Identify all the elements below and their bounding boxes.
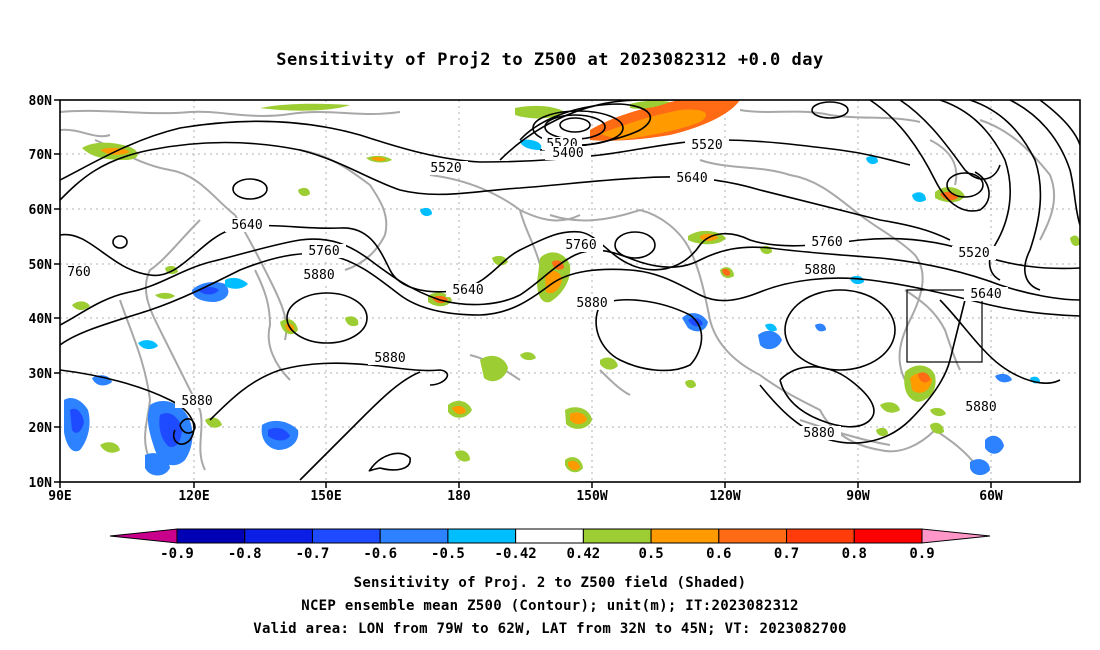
lon-label: 60W xyxy=(979,489,1003,504)
contour-label: 5880 xyxy=(959,400,1003,415)
lat-label: 10N xyxy=(29,476,53,491)
lon-label: 120W xyxy=(709,489,740,504)
svg-text:5640: 5640 xyxy=(676,171,707,186)
colorbar-cell xyxy=(176,528,246,544)
colorbar-label: -0.8 xyxy=(228,546,262,562)
colorbar-cell xyxy=(650,528,720,544)
colorbar-cell xyxy=(786,528,855,544)
contour-label: 5640 xyxy=(225,218,269,233)
colorbar-label: 0.9 xyxy=(909,546,934,562)
svg-text:5760: 5760 xyxy=(565,238,596,253)
colorbar-cell xyxy=(718,528,788,544)
contour-label: 5880 xyxy=(297,268,341,283)
contour-label: 5520 xyxy=(424,161,468,176)
colorbar-label: 0.8 xyxy=(842,546,867,562)
contour-label: 760 xyxy=(62,265,94,280)
contour-label: 5880 xyxy=(570,296,614,311)
lat-label: 40N xyxy=(29,312,53,327)
svg-text:760: 760 xyxy=(67,265,90,280)
contour-label: 5760 xyxy=(559,238,603,253)
colorbar-label: -0.42 xyxy=(495,546,537,562)
colorbar-label: 0.5 xyxy=(638,546,663,562)
colorbar-high-triangle xyxy=(921,528,991,544)
svg-text:5640: 5640 xyxy=(970,287,1001,302)
svg-text:5760: 5760 xyxy=(811,235,842,250)
svg-text:5520: 5520 xyxy=(691,138,722,153)
caption-line-3: Valid area: LON from 79W to 62W, LAT fro… xyxy=(253,621,847,637)
lon-label: 90E xyxy=(48,489,71,504)
lon-label: 150W xyxy=(576,489,607,504)
colorbar-cell xyxy=(447,528,517,544)
lon-label: 120E xyxy=(178,489,209,504)
svg-text:5640: 5640 xyxy=(452,283,483,298)
lon-label: 180 xyxy=(447,489,471,504)
contour-label: 5880 xyxy=(175,394,219,409)
svg-text:5640: 5640 xyxy=(231,218,262,233)
svg-text:5880: 5880 xyxy=(965,400,996,415)
lat-label: 50N xyxy=(29,258,53,273)
svg-text:5880: 5880 xyxy=(303,268,334,283)
svg-text:5400: 5400 xyxy=(552,146,583,161)
lat-label: 60N xyxy=(29,203,53,218)
colorbar-cell xyxy=(311,528,381,544)
colorbar-label: 0.42 xyxy=(567,546,601,562)
lat-label: 20N xyxy=(29,421,53,436)
valid-area-box xyxy=(906,289,983,363)
colorbar-label: -0.5 xyxy=(431,546,465,562)
map-title: Sensitivity of Proj2 to Z500 at 20230823… xyxy=(276,50,824,70)
colorbar-label: -0.6 xyxy=(363,546,397,562)
svg-text:5520: 5520 xyxy=(958,246,989,261)
colorbar-cell xyxy=(582,528,652,544)
svg-text:5880: 5880 xyxy=(804,263,835,278)
contour-label: 5880 xyxy=(368,351,412,366)
svg-text:5880: 5880 xyxy=(803,426,834,441)
svg-text:5760: 5760 xyxy=(308,244,339,259)
lat-label: 80N xyxy=(29,94,53,109)
colorbar-label: 0.7 xyxy=(774,546,799,562)
colorbar xyxy=(109,528,991,544)
lat-label: 70N xyxy=(29,148,53,163)
colorbar-label: -0.7 xyxy=(296,546,330,562)
lon-label: 150E xyxy=(310,489,341,504)
caption-line-1: Sensitivity of Proj. 2 to Z500 field (Sh… xyxy=(353,575,747,591)
contour-label: 5760 xyxy=(302,244,346,259)
plot-frame xyxy=(59,99,1081,483)
colorbar-label: -0.9 xyxy=(160,546,194,562)
lat-label: 30N xyxy=(29,367,53,382)
caption-line-2: NCEP ensemble mean Z500 (Contour); unit(… xyxy=(301,598,799,614)
colorbar-low-triangle xyxy=(109,528,178,544)
contour-label: 5760 xyxy=(805,235,849,250)
contour-label: 5880 xyxy=(798,263,842,278)
colorbar-cell xyxy=(244,528,313,544)
svg-text:5520: 5520 xyxy=(430,161,461,176)
contour-label: 5640 xyxy=(964,287,1008,302)
lon-label: 90W xyxy=(846,489,870,504)
svg-text:5880: 5880 xyxy=(374,351,405,366)
contour-label: 5520 xyxy=(685,138,729,153)
contour-label: 5400 xyxy=(545,146,591,161)
contour-label: 5640 xyxy=(446,283,490,298)
svg-text:5880: 5880 xyxy=(181,394,212,409)
colorbar-cell xyxy=(379,528,449,544)
svg-text:5880: 5880 xyxy=(576,296,607,311)
colorbar-cell xyxy=(853,528,923,544)
contour-label: 5880 xyxy=(797,426,841,441)
contour-label: 5640 xyxy=(670,171,714,186)
contour-label: 5520 xyxy=(952,246,996,261)
colorbar-label: 0.6 xyxy=(706,546,731,562)
sensitivity-shading xyxy=(64,100,1080,476)
z500-contours xyxy=(60,100,1080,481)
colorbar-cell xyxy=(515,528,584,544)
